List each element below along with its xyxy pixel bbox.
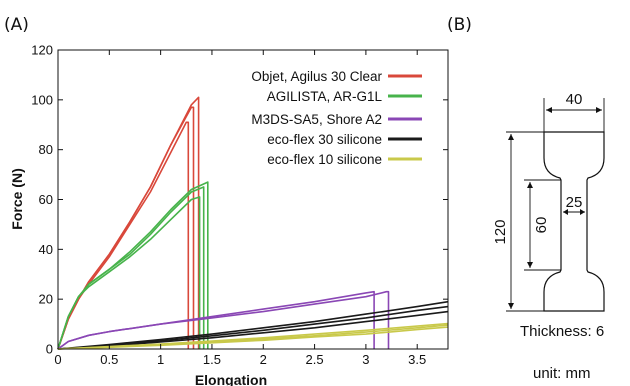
- dim-width-mid: 25: [566, 194, 583, 211]
- x-axis-title: Elongation: [195, 372, 267, 386]
- legend-label: eco-flex 10 silicone: [267, 152, 382, 167]
- x-tick-label: 1: [157, 352, 164, 367]
- force-elongation-chart: 0 20 40 60 80 100 120 0 0.5 1 1.5 2 2.5 3 3.5 Force (…: [9, 43, 449, 386]
- series-line: [57, 305, 449, 350]
- y-axis-ticks: 0 20 40 60 80 100 120: [31, 43, 448, 357]
- dim-width-top: 40: [566, 91, 583, 108]
- series-line: [57, 300, 449, 350]
- x-tick-label: 2: [260, 352, 267, 367]
- series-0: [57, 96, 200, 350]
- series-line: [57, 121, 190, 350]
- x-tick-label: 1.5: [203, 352, 221, 367]
- x-tick-label: 0: [54, 352, 61, 367]
- thickness-note: Thickness: 6: [520, 323, 604, 340]
- x-tick-label: 3: [362, 352, 369, 367]
- legend-label: AGILISTA, AR-G1L: [267, 89, 383, 104]
- legend: Objet, Agilus 30 Clear AGILISTA, AR-G1L M3…: [251, 69, 422, 167]
- series-2: [57, 290, 390, 350]
- y-axis-title: Force (N): [9, 168, 25, 229]
- series-line: [57, 96, 200, 350]
- y-tick-label: 60: [39, 192, 53, 207]
- series-line: [57, 310, 449, 350]
- series-line: [57, 196, 201, 350]
- y-tick-label: 100: [31, 92, 53, 107]
- x-tick-label: 2.5: [306, 352, 324, 367]
- panel-a-label: (A): [4, 15, 29, 35]
- y-tick-label: 0: [46, 342, 53, 357]
- series-line: [57, 322, 449, 350]
- series-line: [57, 290, 390, 350]
- legend-label: eco-flex 30 silicone: [267, 132, 382, 147]
- y-tick-label: 80: [39, 142, 53, 157]
- dim-length-gauge: 60: [533, 217, 550, 234]
- y-tick-label: 120: [31, 43, 53, 58]
- legend-label: M3DS-SA5, Shore A2: [251, 112, 382, 127]
- y-tick-label: 40: [39, 242, 53, 257]
- series-line: [57, 181, 209, 350]
- unit-note: unit: mm: [533, 365, 591, 382]
- series-1: [57, 181, 209, 350]
- x-tick-label: 0.5: [100, 352, 118, 367]
- y-tick-label: 20: [39, 292, 53, 307]
- legend-label: Objet, Agilus 30 Clear: [251, 69, 382, 84]
- x-tick-label: 3.5: [408, 352, 426, 367]
- series-layer: [57, 96, 449, 350]
- x-axis-ticks: 0 0.5 1 1.5 2 2.5 3 3.5: [54, 50, 426, 367]
- specimen-drawing: 40 25 120 60 Thickness: 6 unit: mm: [492, 91, 605, 382]
- series-4: [57, 322, 449, 350]
- panel-b-label: (B): [447, 15, 472, 35]
- dim-length-total: 120: [492, 219, 509, 244]
- specimen-outline: [543, 131, 605, 312]
- series-3: [57, 300, 449, 350]
- series-line: [57, 186, 205, 350]
